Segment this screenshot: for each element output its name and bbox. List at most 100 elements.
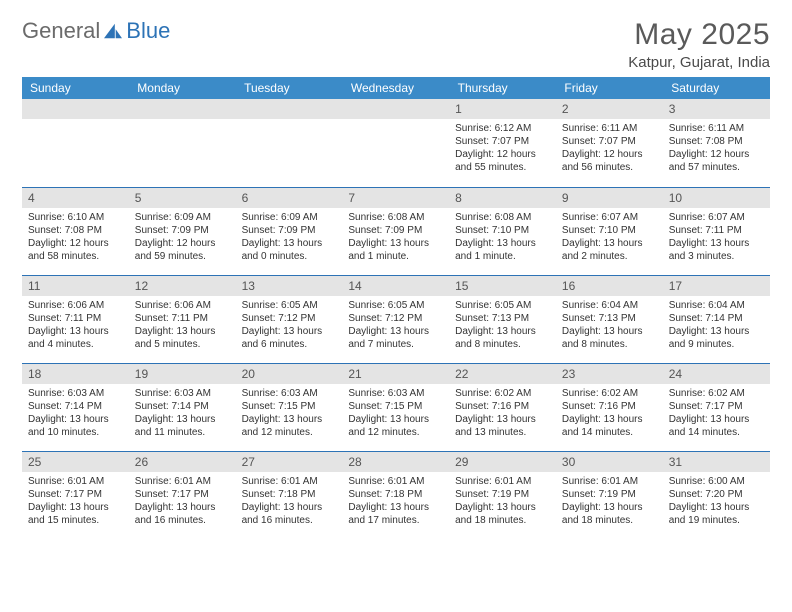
sunrise-text: Sunrise: 6:08 AM (348, 211, 443, 224)
sunrise-text: Sunrise: 6:11 AM (669, 122, 764, 135)
day-details: Sunrise: 6:01 AMSunset: 7:18 PMDaylight:… (236, 472, 343, 529)
calendar-week-row: 11Sunrise: 6:06 AMSunset: 7:11 PMDayligh… (22, 275, 770, 363)
page-header: General Blue May 2025 Katpur, Gujarat, I… (22, 18, 770, 71)
sunset-text: Sunset: 7:18 PM (348, 488, 443, 501)
day-number (129, 99, 236, 119)
sunrise-text: Sunrise: 6:06 AM (28, 299, 123, 312)
calendar-day-cell: 6Sunrise: 6:09 AMSunset: 7:09 PMDaylight… (236, 187, 343, 275)
day-number: 22 (449, 364, 556, 384)
sunset-text: Sunset: 7:08 PM (28, 224, 123, 237)
calendar-day-cell: 26Sunrise: 6:01 AMSunset: 7:17 PMDayligh… (129, 451, 236, 539)
sunset-text: Sunset: 7:08 PM (669, 135, 764, 148)
daylight-text: Daylight: 12 hours and 59 minutes. (135, 237, 230, 263)
day-number (236, 99, 343, 119)
day-details: Sunrise: 6:09 AMSunset: 7:09 PMDaylight:… (129, 208, 236, 265)
daylight-text: Daylight: 13 hours and 18 minutes. (455, 501, 550, 527)
sunset-text: Sunset: 7:14 PM (28, 400, 123, 413)
sunset-text: Sunset: 7:09 PM (242, 224, 337, 237)
sunrise-text: Sunrise: 6:08 AM (455, 211, 550, 224)
sunset-text: Sunset: 7:07 PM (455, 135, 550, 148)
day-details: Sunrise: 6:01 AMSunset: 7:18 PMDaylight:… (342, 472, 449, 529)
sunset-text: Sunset: 7:09 PM (348, 224, 443, 237)
day-number: 3 (663, 99, 770, 119)
calendar-day-cell: 15Sunrise: 6:05 AMSunset: 7:13 PMDayligh… (449, 275, 556, 363)
day-details: Sunrise: 6:10 AMSunset: 7:08 PMDaylight:… (22, 208, 129, 265)
sunrise-text: Sunrise: 6:05 AM (242, 299, 337, 312)
sunset-text: Sunset: 7:10 PM (455, 224, 550, 237)
calendar-week-row: 18Sunrise: 6:03 AMSunset: 7:14 PMDayligh… (22, 363, 770, 451)
day-number: 12 (129, 276, 236, 296)
day-number: 11 (22, 276, 129, 296)
sunrise-text: Sunrise: 6:07 AM (669, 211, 764, 224)
day-details: Sunrise: 6:05 AMSunset: 7:12 PMDaylight:… (342, 296, 449, 353)
calendar-day-cell (342, 99, 449, 187)
sunset-text: Sunset: 7:11 PM (28, 312, 123, 325)
sunrise-text: Sunrise: 6:02 AM (455, 387, 550, 400)
brand-logo: General Blue (22, 18, 170, 44)
sunset-text: Sunset: 7:13 PM (455, 312, 550, 325)
daylight-text: Daylight: 13 hours and 5 minutes. (135, 325, 230, 351)
day-details: Sunrise: 6:01 AMSunset: 7:17 PMDaylight:… (22, 472, 129, 529)
sunset-text: Sunset: 7:11 PM (135, 312, 230, 325)
day-number: 1 (449, 99, 556, 119)
sunset-text: Sunset: 7:14 PM (669, 312, 764, 325)
location-label: Katpur, Gujarat, India (628, 54, 770, 71)
calendar-day-cell (236, 99, 343, 187)
day-details: Sunrise: 6:01 AMSunset: 7:19 PMDaylight:… (449, 472, 556, 529)
sunrise-text: Sunrise: 6:02 AM (669, 387, 764, 400)
daylight-text: Daylight: 13 hours and 14 minutes. (562, 413, 657, 439)
daylight-text: Daylight: 13 hours and 19 minutes. (669, 501, 764, 527)
day-number (342, 99, 449, 119)
weekday-header: Friday (556, 77, 663, 99)
sunset-text: Sunset: 7:07 PM (562, 135, 657, 148)
sunrise-text: Sunrise: 6:07 AM (562, 211, 657, 224)
sunrise-text: Sunrise: 6:09 AM (242, 211, 337, 224)
daylight-text: Daylight: 13 hours and 16 minutes. (135, 501, 230, 527)
day-details: Sunrise: 6:03 AMSunset: 7:15 PMDaylight:… (342, 384, 449, 441)
sunrise-text: Sunrise: 6:01 AM (28, 475, 123, 488)
calendar-day-cell: 30Sunrise: 6:01 AMSunset: 7:19 PMDayligh… (556, 451, 663, 539)
day-number: 16 (556, 276, 663, 296)
calendar-day-cell: 9Sunrise: 6:07 AMSunset: 7:10 PMDaylight… (556, 187, 663, 275)
calendar-day-cell: 14Sunrise: 6:05 AMSunset: 7:12 PMDayligh… (342, 275, 449, 363)
day-details: Sunrise: 6:03 AMSunset: 7:14 PMDaylight:… (22, 384, 129, 441)
brand-word-1: General (22, 18, 100, 44)
calendar-day-cell: 27Sunrise: 6:01 AMSunset: 7:18 PMDayligh… (236, 451, 343, 539)
day-number: 7 (342, 188, 449, 208)
daylight-text: Daylight: 13 hours and 17 minutes. (348, 501, 443, 527)
daylight-text: Daylight: 13 hours and 0 minutes. (242, 237, 337, 263)
daylight-text: Daylight: 13 hours and 18 minutes. (562, 501, 657, 527)
calendar-day-cell: 1Sunrise: 6:12 AMSunset: 7:07 PMDaylight… (449, 99, 556, 187)
day-details: Sunrise: 6:07 AMSunset: 7:10 PMDaylight:… (556, 208, 663, 265)
sunset-text: Sunset: 7:17 PM (135, 488, 230, 501)
day-details: Sunrise: 6:11 AMSunset: 7:07 PMDaylight:… (556, 119, 663, 176)
daylight-text: Daylight: 13 hours and 1 minute. (348, 237, 443, 263)
daylight-text: Daylight: 13 hours and 8 minutes. (562, 325, 657, 351)
sunset-text: Sunset: 7:16 PM (455, 400, 550, 413)
sunrise-text: Sunrise: 6:01 AM (242, 475, 337, 488)
day-number: 24 (663, 364, 770, 384)
sunrise-text: Sunrise: 6:05 AM (455, 299, 550, 312)
calendar-day-cell: 11Sunrise: 6:06 AMSunset: 7:11 PMDayligh… (22, 275, 129, 363)
day-number: 9 (556, 188, 663, 208)
calendar-week-row: 25Sunrise: 6:01 AMSunset: 7:17 PMDayligh… (22, 451, 770, 539)
day-number: 5 (129, 188, 236, 208)
weekday-header: Thursday (449, 77, 556, 99)
day-number: 30 (556, 452, 663, 472)
daylight-text: Daylight: 13 hours and 6 minutes. (242, 325, 337, 351)
calendar-day-cell: 25Sunrise: 6:01 AMSunset: 7:17 PMDayligh… (22, 451, 129, 539)
calendar-day-cell: 17Sunrise: 6:04 AMSunset: 7:14 PMDayligh… (663, 275, 770, 363)
weekday-header: Monday (129, 77, 236, 99)
sunset-text: Sunset: 7:12 PM (242, 312, 337, 325)
day-details: Sunrise: 6:06 AMSunset: 7:11 PMDaylight:… (22, 296, 129, 353)
sunrise-text: Sunrise: 6:01 AM (135, 475, 230, 488)
sunrise-text: Sunrise: 6:01 AM (455, 475, 550, 488)
day-number: 20 (236, 364, 343, 384)
calendar-day-cell: 18Sunrise: 6:03 AMSunset: 7:14 PMDayligh… (22, 363, 129, 451)
day-details: Sunrise: 6:02 AMSunset: 7:16 PMDaylight:… (556, 384, 663, 441)
day-number: 19 (129, 364, 236, 384)
calendar-day-cell: 29Sunrise: 6:01 AMSunset: 7:19 PMDayligh… (449, 451, 556, 539)
calendar-day-cell: 10Sunrise: 6:07 AMSunset: 7:11 PMDayligh… (663, 187, 770, 275)
day-details: Sunrise: 6:09 AMSunset: 7:09 PMDaylight:… (236, 208, 343, 265)
sunset-text: Sunset: 7:11 PM (669, 224, 764, 237)
